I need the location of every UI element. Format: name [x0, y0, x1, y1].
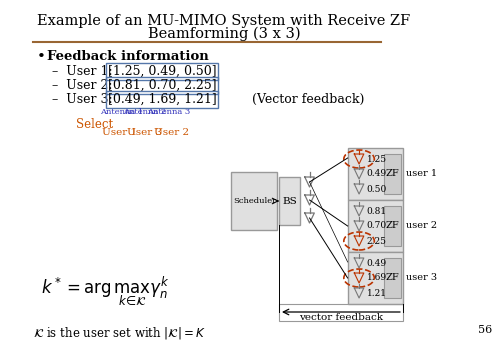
Text: [1.25, 0.49, 0.50]: [1.25, 0.49, 0.50] — [108, 65, 216, 78]
Text: User 1: User 1 — [102, 128, 136, 137]
Text: 0.81: 0.81 — [366, 207, 387, 215]
Text: ZF: ZF — [386, 221, 400, 231]
Text: –  User 3:: – User 3: — [52, 93, 117, 106]
Text: Antenna 3: Antenna 3 — [147, 108, 190, 116]
Bar — [384, 258, 401, 298]
Text: Select: Select — [76, 118, 114, 131]
Text: [0.49, 1.69, 1.21]: [0.49, 1.69, 1.21] — [108, 93, 216, 106]
Text: Feedback information: Feedback information — [46, 50, 208, 63]
Text: BS: BS — [282, 197, 297, 205]
Text: Example of an MU-MIMO System with Receive ZF: Example of an MU-MIMO System with Receiv… — [37, 14, 410, 28]
Text: Beamforming (3 x 3): Beamforming (3 x 3) — [148, 27, 300, 41]
Text: 1.21: 1.21 — [366, 288, 386, 298]
Bar — [384, 206, 401, 246]
Bar — [232, 172, 277, 230]
Text: vector feedback: vector feedback — [299, 313, 383, 322]
Text: –  User 1:: – User 1: — [52, 65, 117, 78]
Text: 0.49: 0.49 — [366, 169, 387, 179]
Bar — [279, 177, 300, 225]
Text: [0.81, 0.70, 2.25]: [0.81, 0.70, 2.25] — [108, 79, 216, 92]
Text: 0.49: 0.49 — [366, 258, 387, 268]
Text: –  User 2:: – User 2: — [52, 79, 117, 92]
Text: 0.50: 0.50 — [366, 185, 387, 193]
Text: ZF: ZF — [386, 169, 400, 179]
Text: 1.69: 1.69 — [366, 274, 387, 282]
Text: user 3: user 3 — [406, 274, 437, 282]
Bar — [279, 304, 403, 321]
Bar — [384, 154, 401, 194]
Text: (Vector feedback): (Vector feedback) — [252, 93, 365, 106]
Text: 0.70: 0.70 — [366, 221, 387, 231]
Text: User 2: User 2 — [154, 128, 189, 137]
Bar — [348, 200, 403, 252]
Text: Scheduler: Scheduler — [233, 197, 276, 205]
Text: Antenna 1: Antenna 1 — [100, 108, 144, 116]
Text: •: • — [37, 50, 46, 64]
Text: $k^* = \arg\max_{k \in \mathcal{K}} \gamma_n^k$: $k^* = \arg\max_{k \in \mathcal{K}} \gam… — [41, 275, 170, 309]
Text: 1.25: 1.25 — [366, 155, 387, 163]
Text: user 1: user 1 — [406, 169, 437, 179]
Text: User 3: User 3 — [127, 128, 162, 137]
Text: 56: 56 — [478, 325, 492, 335]
Text: 2.25: 2.25 — [366, 237, 386, 245]
Bar — [348, 148, 403, 200]
Text: ZF: ZF — [386, 274, 400, 282]
Text: Antenna 2: Antenna 2 — [123, 108, 166, 116]
Text: user 2: user 2 — [406, 221, 437, 231]
Text: $\mathcal{K}$ is the user set with $|\mathcal{K}| = K$: $\mathcal{K}$ is the user set with $|\ma… — [34, 325, 206, 341]
Bar — [348, 252, 403, 304]
